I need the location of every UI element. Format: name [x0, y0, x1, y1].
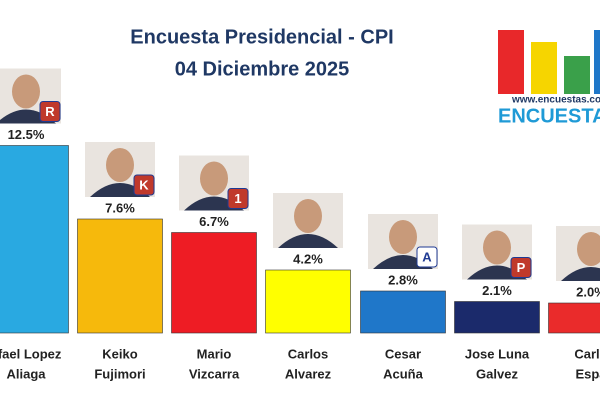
party-badge — [39, 101, 61, 122]
x-tick-label: Carlos — [288, 346, 328, 361]
value-label: 12.5% — [8, 127, 45, 142]
value-label: 4.2% — [293, 251, 323, 266]
x-tick-label: Fujimori — [94, 366, 145, 381]
x-tick-label: afael Lopez — [0, 346, 62, 361]
party-badge — [510, 257, 532, 278]
logo-bar — [531, 42, 557, 94]
logo-bar — [564, 56, 590, 94]
x-tick-label: Alvarez — [285, 366, 332, 381]
logo: www.encuestas.com. ENCUESTA — [498, 30, 600, 127]
x-tick-label: Aliaga — [6, 366, 46, 381]
photo-body — [278, 234, 338, 248]
logo-bar — [594, 30, 600, 94]
party-badge-text: A — [422, 249, 432, 264]
value-label: 2.0% — [576, 284, 600, 299]
party-badge — [133, 174, 155, 196]
bar — [360, 290, 446, 334]
party-badge — [227, 188, 249, 209]
photo-head — [106, 148, 134, 182]
bar — [454, 301, 540, 334]
x-tick-label: Cesar — [385, 346, 421, 361]
party-badge-text: R — [45, 104, 55, 119]
x-tick-label: Keiko — [102, 346, 137, 361]
photo-head — [483, 230, 511, 265]
x-tick-label: Carlo — [574, 346, 600, 361]
logo-name: ENCUESTA — [498, 105, 600, 127]
x-tick-label: Acuña — [383, 366, 424, 381]
photo-head — [294, 199, 322, 233]
photo-body — [561, 267, 600, 281]
party-badge — [416, 246, 438, 268]
chart-subtitle: 04 Diciembre 2025 — [175, 58, 350, 80]
photo-head — [577, 232, 600, 266]
party-badge-text: P — [517, 260, 526, 275]
photo-head — [200, 161, 228, 196]
logo-url: www.encuestas.com. — [511, 95, 600, 106]
x-tick-label: Espa — [575, 366, 600, 381]
party-badge-text: K — [139, 177, 149, 192]
chart-title: Encuesta Presidencial - CPI — [130, 26, 393, 48]
value-label: 6.7% — [199, 214, 229, 229]
bar — [77, 218, 163, 334]
x-tick-label: Jose Luna — [465, 346, 530, 361]
bar — [0, 145, 69, 334]
x-tick-label: Mario — [197, 346, 232, 361]
value-label: 2.8% — [388, 272, 418, 287]
bar — [265, 269, 351, 334]
photo-head — [389, 220, 417, 254]
logo-bar — [498, 30, 524, 94]
bar — [171, 232, 257, 334]
x-tick-label: Galvez — [476, 366, 518, 381]
party-badge-text: 1 — [234, 191, 241, 206]
value-label: 2.1% — [482, 283, 512, 298]
x-tick-label: Vizcarra — [189, 366, 240, 381]
photo-head — [12, 74, 40, 109]
bar — [548, 302, 600, 334]
value-label: 7.6% — [105, 200, 135, 215]
